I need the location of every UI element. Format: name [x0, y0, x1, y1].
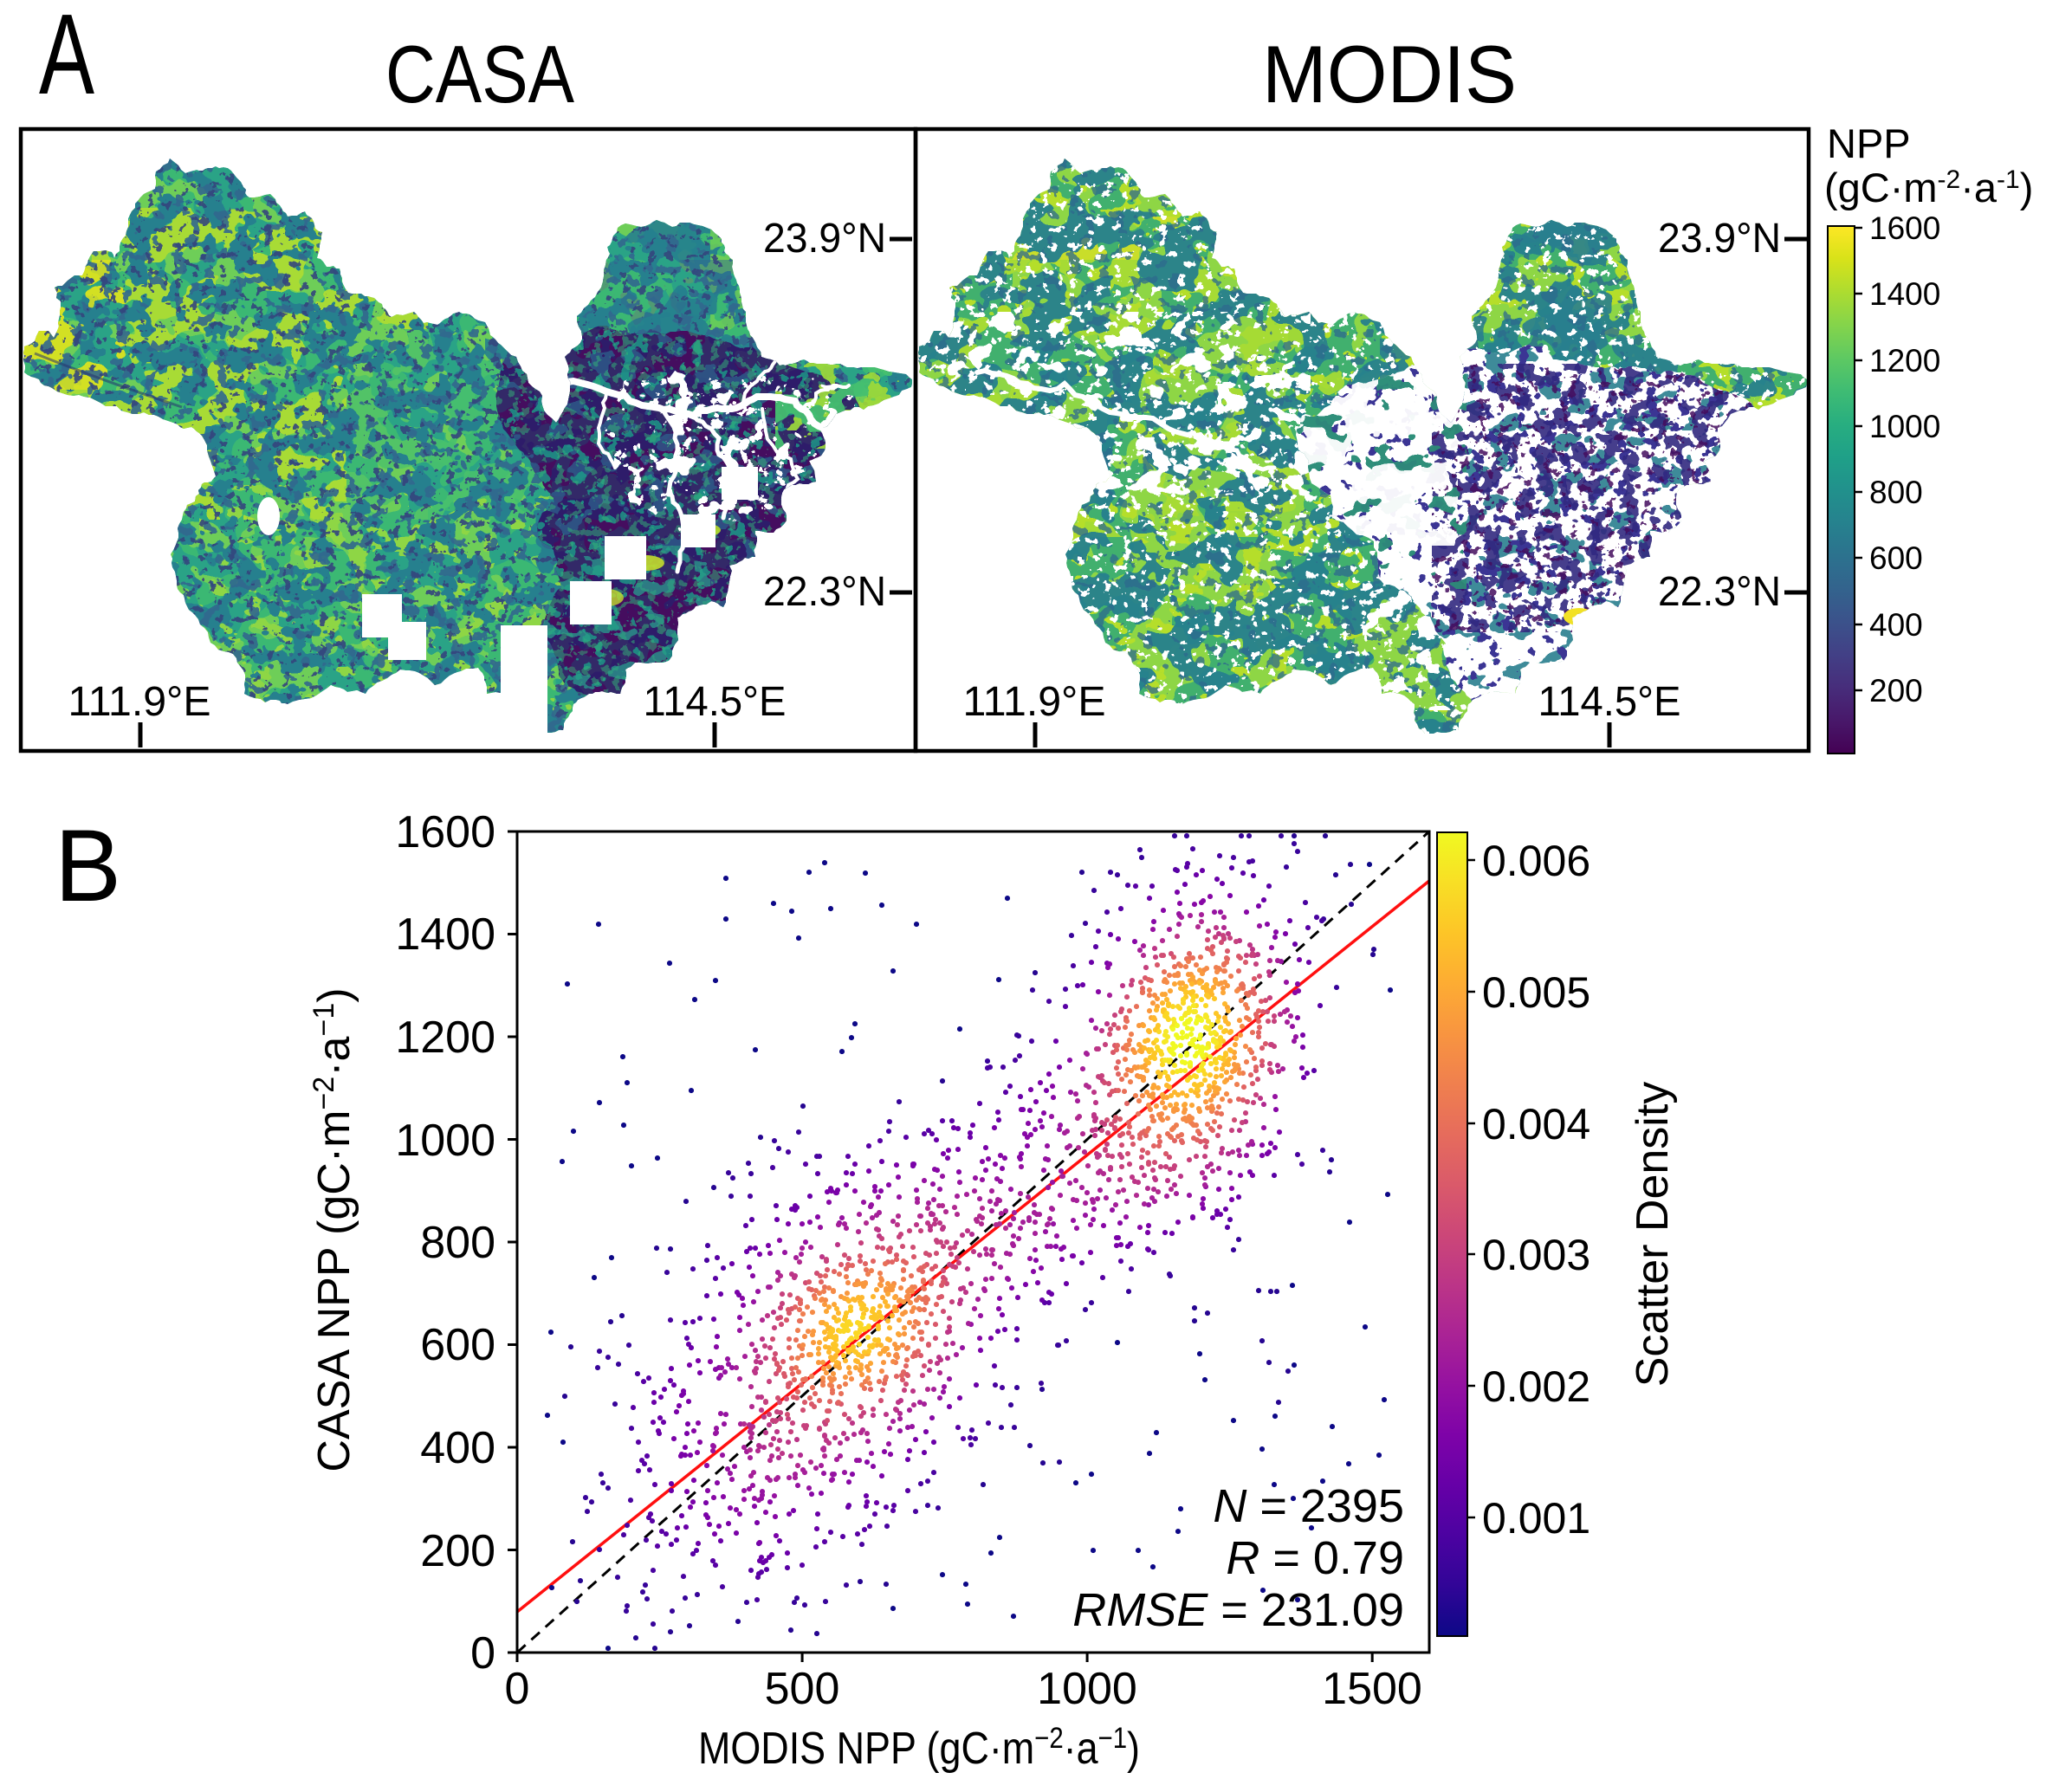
- svg-text:600: 600: [1869, 540, 1923, 576]
- svg-text:0.006: 0.006: [1482, 837, 1590, 885]
- svg-text:0.002: 0.002: [1482, 1362, 1590, 1411]
- svg-text:MODIS: MODIS: [1262, 29, 1517, 120]
- svg-text:1200: 1200: [395, 1012, 495, 1063]
- svg-text:200: 200: [1869, 673, 1923, 708]
- svg-text:1600: 1600: [395, 807, 495, 857]
- svg-text:22.3°N: 22.3°N: [1658, 569, 1781, 615]
- svg-text:800: 800: [1869, 475, 1923, 510]
- svg-text:MODIS NPP (gC·m−2·a−1): MODIS NPP (gC·m−2·a−1): [698, 1722, 1140, 1774]
- svg-text:200: 200: [420, 1526, 495, 1576]
- svg-text:0: 0: [470, 1628, 495, 1679]
- svg-text:111.9°E: 111.9°E: [963, 679, 1106, 725]
- svg-text:0.003: 0.003: [1482, 1231, 1590, 1279]
- svg-text:800: 800: [420, 1218, 495, 1268]
- svg-text:B: B: [55, 809, 121, 923]
- svg-text:111.9°E: 111.9°E: [68, 679, 211, 725]
- svg-text:114.5°E: 114.5°E: [644, 679, 787, 725]
- svg-text:23.9°N: 23.9°N: [763, 216, 886, 262]
- svg-text:114.5°E: 114.5°E: [1538, 679, 1681, 725]
- svg-text:22.3°N: 22.3°N: [763, 569, 886, 615]
- svg-text:1000: 1000: [395, 1116, 495, 1166]
- svg-text:0.004: 0.004: [1482, 1100, 1590, 1148]
- svg-text:600: 600: [420, 1320, 495, 1370]
- svg-text:Scatter Density: Scatter Density: [1628, 1082, 1678, 1388]
- svg-text:A: A: [39, 0, 94, 118]
- svg-text:0.001: 0.001: [1482, 1494, 1590, 1543]
- svg-text:0.005: 0.005: [1482, 968, 1590, 1017]
- svg-text:RMSE = 231.09: RMSE = 231.09: [1072, 1584, 1404, 1636]
- svg-text:N = 2395: N = 2395: [1213, 1480, 1404, 1532]
- svg-text:0: 0: [505, 1664, 530, 1714]
- svg-text:CASA: CASA: [385, 29, 574, 120]
- svg-text:500: 500: [765, 1664, 840, 1714]
- svg-text:23.9°N: 23.9°N: [1658, 216, 1781, 262]
- svg-text:1200: 1200: [1869, 343, 1940, 378]
- svg-text:1400: 1400: [395, 909, 495, 960]
- svg-text:400: 400: [1869, 607, 1923, 643]
- svg-text:1400: 1400: [1869, 276, 1940, 312]
- svg-text:CASA NPP (gC·m−2·a−1): CASA NPP (gC·m−2·a−1): [308, 987, 359, 1472]
- svg-text:1600: 1600: [1869, 210, 1940, 246]
- svg-text:NPP: NPP: [1827, 120, 1911, 166]
- svg-text:(gC·m-2·a-1): (gC·m-2·a-1): [1824, 165, 2033, 210]
- svg-text:1500: 1500: [1322, 1664, 1422, 1714]
- svg-text:1000: 1000: [1037, 1664, 1137, 1714]
- svg-text:1000: 1000: [1869, 409, 1940, 444]
- svg-text:400: 400: [420, 1423, 495, 1473]
- svg-text:R = 0.79: R = 0.79: [1226, 1532, 1404, 1584]
